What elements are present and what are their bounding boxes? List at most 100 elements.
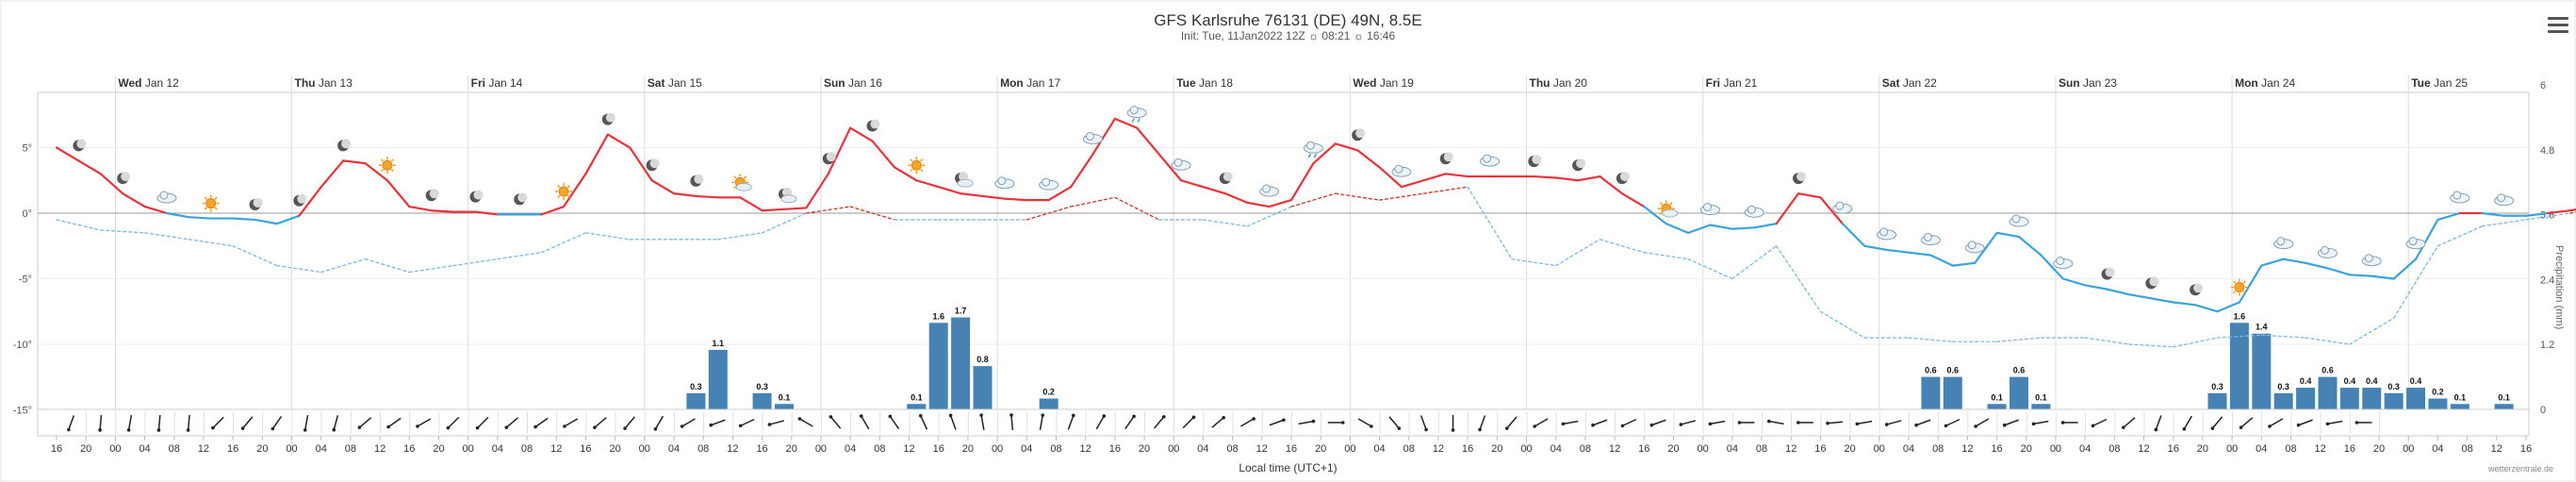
wind-arrow bbox=[1095, 415, 1105, 430]
hour-tick-label: 12 bbox=[374, 443, 386, 455]
hour-tick-label: 12 bbox=[727, 443, 738, 455]
wind-arrow bbox=[2004, 419, 2019, 426]
precip-bar bbox=[2273, 392, 2293, 409]
temperature-line-segment bbox=[1599, 175, 1623, 195]
wind-arrow bbox=[1592, 419, 1608, 426]
dewpoint-line-segment bbox=[2437, 225, 2483, 247]
wind-arrow-head bbox=[888, 414, 893, 419]
day-label: Mon Jan 24 bbox=[2235, 76, 2295, 90]
dewpoint-line-segment bbox=[1995, 337, 2043, 342]
precip-bar bbox=[2494, 404, 2514, 409]
wind-arrow bbox=[1419, 415, 1427, 430]
hour-tick-label: 20 bbox=[1315, 443, 1326, 455]
wind-arrow bbox=[2211, 416, 2223, 429]
dewpoint-line-segment bbox=[1070, 196, 1116, 208]
hour-tick-label: 04 bbox=[2079, 443, 2091, 455]
hour-tick-label: 12 bbox=[2315, 443, 2326, 455]
wind-arrow-head bbox=[738, 424, 743, 428]
wind-arrow bbox=[1298, 420, 1314, 425]
temperature-line-segment bbox=[1268, 199, 1293, 208]
hour-tick-label: 20 bbox=[2373, 443, 2385, 455]
wind-arrow bbox=[2240, 417, 2254, 428]
wind-arrow-head bbox=[332, 427, 336, 432]
temperature-line-segment bbox=[1334, 142, 1359, 152]
wind-arrow-head bbox=[67, 427, 71, 432]
dewpoint-line-segment bbox=[2392, 245, 2439, 319]
cloud-icon bbox=[2494, 193, 2515, 207]
temperature-line-segment bbox=[254, 218, 279, 225]
wind-arrow bbox=[920, 415, 928, 430]
temperature-line-segment bbox=[1974, 231, 1998, 264]
hour-tick-label: 00 bbox=[639, 443, 650, 455]
dewpoint-line-segment bbox=[1335, 192, 1381, 201]
wind-arrow-head bbox=[1797, 421, 1800, 424]
wind-arrow bbox=[1067, 415, 1075, 430]
moon-icon bbox=[822, 152, 836, 165]
dewpoint-line-segment bbox=[1025, 206, 1072, 221]
precip-value-label: 0.2 bbox=[2432, 388, 2444, 397]
dewpoint-line-segment bbox=[1246, 206, 1292, 227]
wind-arrow-head bbox=[1451, 428, 1455, 432]
temperature-line-segment bbox=[650, 179, 676, 195]
wind-arrow-head bbox=[1504, 426, 1509, 430]
dewpoint-line-segment bbox=[276, 264, 322, 274]
moon-icon bbox=[1439, 152, 1453, 165]
temperature-line-segment bbox=[1709, 224, 1733, 230]
moon-icon bbox=[514, 192, 528, 206]
temperature-line-segment bbox=[1533, 175, 1557, 179]
wind-arrow bbox=[2183, 415, 2192, 430]
cloud-icon bbox=[2273, 237, 2294, 250]
wind-arrow-head bbox=[2182, 427, 2187, 431]
day-label: Wed Jan 12 bbox=[118, 76, 179, 90]
hour-tick-label: 08 bbox=[1580, 443, 1591, 455]
wind-arrow bbox=[740, 418, 755, 427]
sunrise-time: 08:21 bbox=[1321, 29, 1351, 42]
sun-icon bbox=[378, 157, 396, 175]
hour-tick-label: 08 bbox=[2108, 443, 2120, 455]
hour-tick-label: 20 bbox=[256, 443, 268, 455]
wind-arrow-head bbox=[1424, 427, 1428, 432]
temperature-line-segment bbox=[584, 133, 609, 175]
cloud-icon bbox=[2317, 245, 2338, 258]
hour-tick-label: 20 bbox=[609, 443, 620, 455]
temp-tick-label: -15° bbox=[13, 406, 32, 417]
dewpoint-line-segment bbox=[1775, 245, 1822, 312]
temperature-line-segment bbox=[739, 196, 763, 212]
hour-tick-label: 16 bbox=[1286, 443, 1297, 455]
temperature-line-segment bbox=[1202, 186, 1226, 195]
credit-text[interactable]: wetterzentrale.de bbox=[2487, 464, 2553, 474]
wind-arrow bbox=[980, 414, 985, 431]
menu-button[interactable] bbox=[2548, 17, 2568, 34]
temperature-line-segment bbox=[1047, 186, 1073, 202]
hour-tick-label: 08 bbox=[2461, 443, 2472, 455]
hour-tick-label: 16 bbox=[2344, 443, 2355, 455]
precip-tick-label: 1.2 bbox=[2540, 340, 2554, 351]
wind-arrow bbox=[333, 415, 339, 430]
cloud-icon bbox=[1480, 154, 1501, 167]
wind-arrow-head bbox=[918, 413, 923, 418]
temperature-line-segment bbox=[1223, 192, 1249, 204]
wind-arrow-head bbox=[2154, 427, 2158, 432]
wind-arrow bbox=[1945, 418, 1961, 427]
precip-bar bbox=[686, 392, 706, 409]
dewpoint-line-segment bbox=[497, 252, 543, 260]
hour-tick-label: 04 bbox=[1373, 443, 1385, 455]
sun-icon bbox=[908, 157, 926, 175]
moon-cloud-icon bbox=[778, 187, 797, 204]
wind-arrow-head bbox=[709, 423, 714, 427]
temperature-line-segment bbox=[937, 186, 962, 195]
temperature-line-segment bbox=[871, 140, 896, 169]
wind-arrow-head bbox=[1826, 421, 1829, 425]
temperature-line-segment bbox=[1179, 179, 1205, 189]
precip-value-label: 0.2 bbox=[1042, 388, 1055, 397]
temperature-line-segment bbox=[2547, 209, 2571, 215]
dewpoint-line-segment bbox=[584, 232, 631, 241]
temperature-line-segment bbox=[2282, 258, 2307, 264]
wind-arrow bbox=[1388, 416, 1400, 429]
dewpoint-line-segment bbox=[408, 264, 454, 274]
wind-arrow bbox=[1622, 418, 1637, 427]
hour-tick-label: 08 bbox=[697, 443, 709, 455]
temperature-line-segment bbox=[55, 146, 80, 162]
precip-value-label: 0.3 bbox=[690, 382, 702, 391]
partly-sunny-icon bbox=[731, 174, 752, 191]
